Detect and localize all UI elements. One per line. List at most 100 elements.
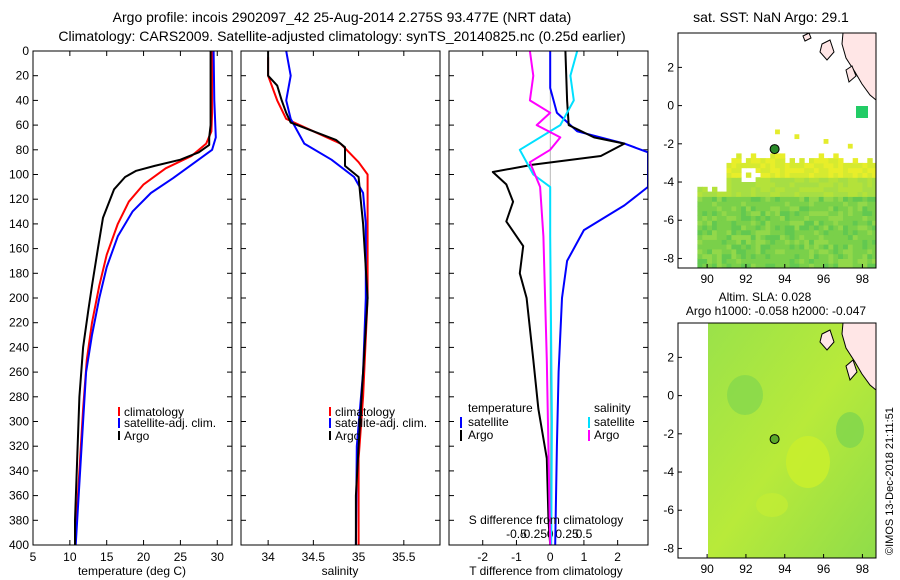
sst-cell — [809, 229, 815, 236]
sst-cell — [707, 248, 713, 255]
sst-cell — [813, 248, 820, 255]
sst-cell — [818, 258, 825, 264]
sst-cell — [852, 258, 859, 264]
sst-cell — [707, 225, 713, 231]
sst-cell — [755, 182, 761, 188]
sst-cell — [847, 263, 854, 268]
sst-cell — [775, 196, 781, 202]
sst-cell — [867, 220, 873, 226]
sst-cell — [707, 258, 713, 264]
sst-cell — [731, 201, 737, 207]
sst-cell — [760, 244, 766, 250]
sst-cell — [736, 201, 742, 207]
map-y-tick-label: 2 — [667, 60, 674, 74]
y-tick-label: 200 — [9, 291, 29, 305]
sst-cell — [872, 167, 876, 173]
sst-cell — [828, 182, 834, 188]
x-tick-label: 10 — [63, 550, 77, 564]
sst-cell — [804, 177, 810, 183]
difference-legend: temperature satellite Argo salinity sate… — [460, 401, 635, 442]
sst-cell — [809, 158, 815, 164]
sst-cell — [852, 244, 859, 250]
sst-cell — [833, 248, 839, 255]
sst-cell — [794, 167, 800, 173]
sst-cell — [731, 158, 737, 164]
sst-cell — [838, 258, 844, 264]
sst-cell — [736, 182, 742, 188]
sst-cell — [813, 186, 820, 193]
sst-cell — [741, 229, 747, 236]
sst-cell — [818, 172, 825, 178]
sst-cell — [784, 196, 791, 202]
sst-cell — [731, 205, 737, 212]
map-y-tick-label: -2 — [663, 137, 674, 151]
sst-cell — [809, 201, 815, 207]
sst-cell — [779, 263, 786, 268]
sst-cell — [794, 253, 800, 259]
sst-cell — [799, 244, 805, 250]
sst-cell — [809, 167, 815, 173]
sst-cell — [838, 172, 844, 178]
sst-cell — [823, 196, 829, 202]
sla-map-island-simeulue — [819, 329, 835, 351]
sst-cell — [750, 162, 757, 169]
sst-cell — [823, 215, 829, 221]
x-tick-label: 20 — [137, 550, 151, 564]
sst-cell — [775, 258, 781, 264]
sst-cell — [716, 258, 723, 264]
sst-cell — [794, 210, 800, 216]
sst-cell — [745, 201, 752, 207]
sst-cell — [755, 220, 761, 226]
sst-cell — [716, 239, 723, 245]
sst-cell — [828, 186, 834, 193]
sst-cell — [736, 191, 742, 197]
sst-cell — [804, 239, 810, 245]
sst-cell — [857, 172, 863, 178]
sst-cell — [818, 253, 825, 259]
sst-cell — [770, 201, 776, 207]
series-salinity-satellite — [518, 51, 579, 545]
sst-cell — [789, 215, 795, 221]
sst-cell — [804, 205, 810, 212]
sst-cell — [750, 229, 757, 236]
sst-cell — [867, 244, 873, 250]
sst-cell — [736, 186, 742, 193]
sst-cell — [833, 239, 839, 245]
sst-cell — [828, 172, 834, 178]
sst-cell — [731, 234, 737, 240]
sst-cell — [799, 191, 805, 197]
sst-cell — [789, 258, 795, 264]
sst-cell — [721, 258, 728, 264]
sst-cell — [712, 191, 718, 197]
sst-cell — [697, 244, 703, 250]
sst-cell — [838, 196, 844, 202]
sst-cell — [716, 205, 723, 212]
sst-cell — [872, 229, 876, 236]
sst-cell — [770, 210, 776, 216]
sst-cell — [823, 225, 829, 231]
sst-cell — [804, 182, 810, 188]
sst-cell — [852, 205, 859, 212]
difference-axis-ticks: -2 -1 0 1 2-0.5-0.25 0 0.250.5 — [449, 50, 648, 564]
sst-cell — [750, 239, 757, 245]
sst-cell — [731, 191, 737, 197]
sst-cell — [799, 248, 805, 255]
sst-cell — [770, 182, 776, 188]
sla-map-subtitle: Argo h1000: -0.058 h2000: -0.047 — [686, 304, 866, 318]
sst-cell — [736, 263, 742, 268]
sst-cell — [775, 191, 781, 197]
sst-cell — [784, 162, 791, 169]
sst-cell — [852, 186, 859, 193]
sst-cell — [794, 239, 800, 245]
sst-cell — [872, 186, 876, 193]
y-tick-label: 40 — [16, 93, 30, 107]
sst-cell — [789, 167, 795, 173]
sst-cell — [736, 234, 742, 240]
sst-cell — [750, 210, 757, 216]
sst-cell — [857, 162, 863, 169]
temperature-axis-ticks: 5 10 15 20 25 3002040608010012014016018020022… — [9, 44, 232, 564]
sst-cell — [736, 153, 742, 159]
sst-cell — [867, 201, 873, 207]
sst-cell — [833, 220, 839, 226]
sst-cell — [867, 225, 873, 231]
